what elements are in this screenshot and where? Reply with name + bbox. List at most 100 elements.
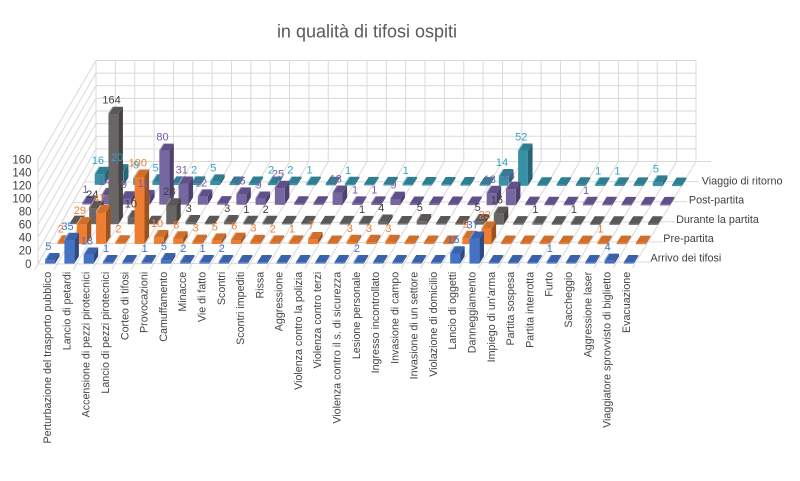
svg-text:2: 2	[354, 243, 360, 255]
svg-text:140: 140	[12, 167, 31, 179]
svg-text:Evacuazione: Evacuazione	[621, 272, 633, 333]
svg-text:1: 1	[595, 165, 601, 177]
svg-text:120: 120	[12, 180, 31, 192]
svg-text:Violenza contro la polizia: Violenza contro la polizia	[293, 272, 305, 390]
svg-text:160: 160	[12, 154, 31, 166]
svg-text:2: 2	[219, 243, 225, 255]
svg-text:1: 1	[571, 204, 577, 216]
svg-text:1: 1	[532, 204, 538, 216]
svg-text:Provocazioni: Provocazioni	[139, 272, 151, 333]
svg-text:Post-partita: Post-partita	[689, 195, 744, 207]
svg-text:Danneggiamento: Danneggiamento	[467, 272, 479, 353]
svg-text:16: 16	[491, 195, 503, 207]
svg-text:24: 24	[503, 170, 515, 182]
svg-text:3: 3	[193, 223, 199, 235]
svg-text:1: 1	[352, 184, 358, 196]
svg-text:Aggressione laser: Aggressione laser	[582, 271, 594, 357]
svg-text:1: 1	[371, 184, 377, 196]
svg-text:3: 3	[347, 223, 353, 235]
svg-text:80: 80	[156, 132, 168, 144]
svg-text:Perturbazione del trasporto pu: Perturbazione del trasporto pubblico	[42, 272, 54, 444]
svg-text:4: 4	[378, 203, 384, 215]
svg-text:1: 1	[359, 204, 365, 216]
svg-text:Violenza contro il s. di sicur: Violenza contro il s. di sicurezza	[332, 272, 344, 424]
svg-text:Violenza contro terzi: Violenza contro terzi	[312, 272, 324, 369]
svg-text:15: 15	[447, 234, 459, 246]
svg-text:47: 47	[93, 193, 105, 205]
svg-text:60: 60	[19, 220, 32, 232]
svg-text:Scontri impediti: Scontri impediti	[235, 272, 247, 345]
svg-text:1: 1	[614, 165, 620, 177]
svg-text:Furto: Furto	[544, 272, 556, 297]
svg-text:5: 5	[417, 202, 423, 214]
svg-text:Viaggio di ritorno: Viaggio di ritorno	[702, 175, 783, 187]
svg-text:23: 23	[479, 209, 491, 221]
svg-text:1: 1	[200, 243, 206, 255]
svg-text:1: 1	[306, 165, 312, 177]
svg-text:5: 5	[212, 221, 218, 233]
svg-text:3: 3	[366, 223, 372, 235]
svg-text:0: 0	[25, 259, 31, 271]
svg-text:Vie di fatto: Vie di fatto	[196, 272, 208, 322]
svg-text:1: 1	[289, 223, 295, 235]
svg-text:5: 5	[475, 202, 481, 214]
svg-text:12: 12	[195, 177, 207, 189]
svg-text:Ingresso incontrollato: Ingresso incontrollato	[370, 272, 382, 374]
svg-text:14: 14	[496, 157, 508, 169]
svg-text:100: 100	[12, 194, 31, 206]
svg-text:Impiego di un'arma: Impiego di un'arma	[486, 272, 498, 363]
svg-text:4: 4	[605, 242, 611, 254]
svg-text:24: 24	[86, 189, 98, 201]
svg-text:5: 5	[45, 241, 51, 253]
svg-text:40: 40	[19, 233, 32, 245]
svg-text:2: 2	[58, 223, 64, 235]
svg-text:Lancio di petardi: Lancio di petardi	[61, 272, 73, 350]
svg-text:5: 5	[161, 241, 167, 253]
svg-text:Camuffamento: Camuffamento	[158, 272, 170, 342]
svg-text:Lesione personale: Lesione personale	[351, 272, 363, 359]
svg-text:1: 1	[547, 243, 553, 255]
svg-text:2: 2	[270, 223, 276, 235]
svg-text:3: 3	[224, 203, 230, 215]
svg-text:5: 5	[153, 162, 159, 174]
svg-text:16: 16	[92, 155, 104, 167]
svg-text:52: 52	[515, 132, 527, 144]
svg-text:25: 25	[272, 169, 284, 181]
svg-text:18: 18	[484, 174, 496, 186]
svg-text:10: 10	[125, 198, 137, 210]
svg-text:7: 7	[308, 220, 314, 232]
svg-text:14: 14	[99, 176, 111, 188]
svg-text:Viaggiatore sprovvisto di bigl: Viaggiatore sprovvisto di biglietto	[602, 272, 614, 428]
svg-text:18: 18	[330, 174, 342, 186]
svg-text:2: 2	[268, 165, 274, 177]
svg-text:2: 2	[191, 164, 197, 176]
svg-text:9: 9	[462, 219, 468, 231]
svg-text:Invasione di un settore: Invasione di un settore	[409, 272, 421, 380]
svg-text:1: 1	[345, 165, 351, 177]
svg-text:Lancio di pezzi pirotecnici: Lancio di pezzi pirotecnici	[100, 272, 112, 394]
svg-text:35: 35	[61, 221, 73, 233]
svg-text:1: 1	[82, 184, 88, 196]
svg-text:9: 9	[133, 160, 139, 172]
svg-text:Saccheggio: Saccheggio	[563, 272, 575, 328]
svg-text:Invasione di campo: Invasione di campo	[389, 272, 401, 364]
svg-text:Partita interrotta: Partita interrotta	[524, 272, 536, 348]
svg-text:28: 28	[163, 186, 175, 198]
svg-text:1: 1	[142, 243, 148, 255]
svg-text:2: 2	[115, 223, 121, 235]
svg-text:Corteo di tifosi: Corteo di tifosi	[119, 272, 131, 340]
svg-text:6: 6	[231, 221, 237, 233]
svg-text:1: 1	[243, 204, 249, 216]
svg-text:31: 31	[176, 165, 188, 177]
svg-text:Minacce: Minacce	[177, 272, 189, 312]
svg-text:Violazione di domicilio: Violazione di domicilio	[428, 272, 440, 377]
svg-text:5: 5	[210, 162, 216, 174]
svg-text:20: 20	[19, 246, 32, 258]
svg-text:11: 11	[137, 178, 148, 190]
svg-text:80: 80	[19, 207, 32, 219]
svg-text:5: 5	[653, 163, 659, 175]
svg-text:8: 8	[173, 219, 179, 231]
svg-text:100: 100	[129, 157, 147, 169]
svg-text:20: 20	[111, 152, 123, 164]
svg-text:9: 9	[390, 180, 396, 192]
